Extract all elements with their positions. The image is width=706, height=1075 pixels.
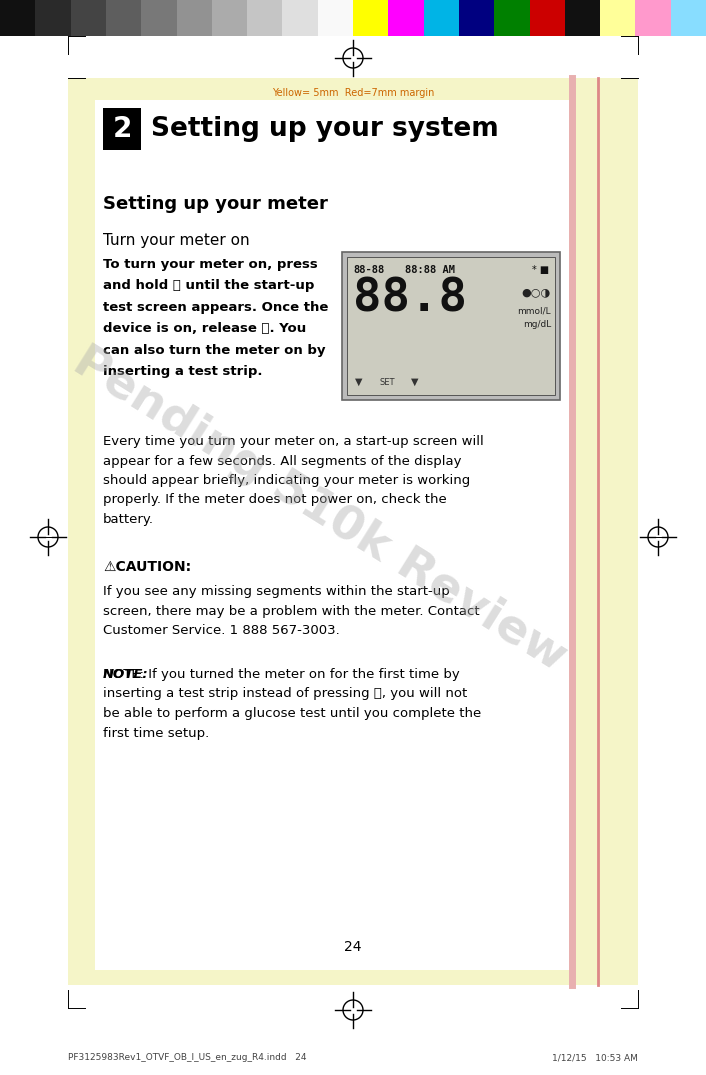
Bar [103, 108, 141, 150]
Bar [95, 100, 569, 970]
Text: If you see any missing segments within the start-up
screen, there may be a probl: If you see any missing segments within t… [103, 585, 479, 637]
Text: Every time you turn your meter on, a start-up screen will
appear for a few secon: Every time you turn your meter on, a sta… [103, 435, 484, 526]
Bar [565, 0, 600, 35]
Bar [347, 257, 555, 395]
Bar [600, 0, 635, 35]
Text: * ■: * ■ [532, 266, 549, 275]
Text: To turn your meter on, press: To turn your meter on, press [103, 258, 318, 271]
Bar [247, 0, 282, 35]
Bar [353, 0, 388, 35]
Text: test screen appears. Once the: test screen appears. Once the [103, 301, 328, 314]
Text: ▼: ▼ [355, 377, 363, 387]
Text: Pending 510k Review: Pending 510k Review [66, 340, 575, 680]
Text: NOTE: If you turned the meter on for the first time by
inserting a test strip in: NOTE: If you turned the meter on for the… [103, 668, 481, 740]
Text: inserting a test strip.: inserting a test strip. [103, 366, 263, 378]
Text: 1/12/15   10:53 AM: 1/12/15 10:53 AM [552, 1054, 638, 1062]
Text: can also turn the meter on by: can also turn the meter on by [103, 344, 325, 357]
Bar [424, 0, 459, 35]
Text: 88.8: 88.8 [353, 277, 467, 322]
Text: 88-88: 88-88 [353, 266, 384, 275]
Bar [0, 0, 35, 35]
Text: mmol/L: mmol/L [517, 307, 551, 316]
Text: 88:88 AM: 88:88 AM [405, 266, 455, 275]
Bar [530, 0, 565, 35]
Bar [342, 252, 560, 400]
Bar [282, 0, 318, 35]
Bar [318, 0, 353, 35]
Text: Setting up your system: Setting up your system [151, 116, 498, 142]
Text: 2: 2 [112, 115, 132, 143]
Text: ●○◑: ●○◑ [522, 287, 551, 297]
Bar [212, 0, 247, 35]
Text: device is on, release Ⓔ. You: device is on, release Ⓔ. You [103, 322, 306, 335]
Bar [71, 0, 106, 35]
Text: Setting up your meter: Setting up your meter [103, 195, 328, 213]
Text: ▼: ▼ [412, 377, 419, 387]
Text: Turn your meter on: Turn your meter on [103, 233, 250, 248]
Bar [176, 0, 212, 35]
Text: PF3125983Rev1_OTVF_OB_I_US_en_zug_R4.indd   24: PF3125983Rev1_OTVF_OB_I_US_en_zug_R4.ind… [68, 1054, 306, 1062]
Text: and hold Ⓔ until the start-up: and hold Ⓔ until the start-up [103, 280, 314, 292]
Bar [141, 0, 176, 35]
Bar [459, 0, 494, 35]
Bar [494, 0, 530, 35]
Bar [68, 78, 638, 985]
Text: NOTE:: NOTE: [103, 668, 149, 680]
Text: ⚠CAUTION:: ⚠CAUTION: [103, 560, 191, 574]
Text: Yellow= 5mm  Red=7mm margin: Yellow= 5mm Red=7mm margin [272, 88, 434, 98]
Text: 24: 24 [345, 940, 361, 954]
Bar [635, 0, 671, 35]
Bar [671, 0, 706, 35]
Bar [35, 0, 71, 35]
Bar [388, 0, 424, 35]
Text: SET: SET [379, 378, 395, 387]
Bar [106, 0, 141, 35]
Text: mg/dL: mg/dL [522, 320, 551, 329]
